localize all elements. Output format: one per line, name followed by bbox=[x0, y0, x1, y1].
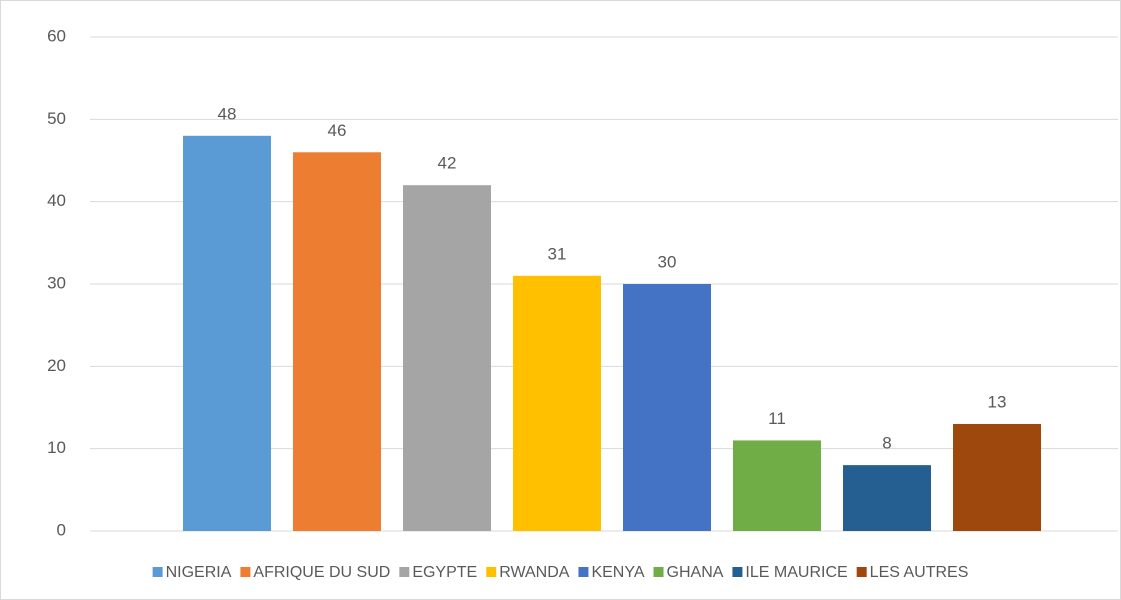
legend: NIGERIA AFRIQUE DU SUD EGYPTE RWANDA KENYA GH… bbox=[152, 564, 969, 581]
legend-swatch bbox=[732, 567, 743, 577]
bar bbox=[293, 152, 381, 531]
bar bbox=[953, 423, 1041, 531]
legend-label: NIGERIA bbox=[166, 564, 232, 581]
bar bbox=[843, 465, 931, 531]
data-label: 48 bbox=[218, 104, 237, 123]
legend-label: RWANDA bbox=[499, 564, 570, 581]
legend-label: ILE MAURICE bbox=[745, 564, 847, 581]
y-tick-label: 20 bbox=[47, 356, 66, 375]
legend-swatch bbox=[399, 567, 410, 577]
legend-label: EGYPTE bbox=[412, 564, 477, 581]
y-tick-label: 50 bbox=[47, 109, 66, 128]
data-label: 8 bbox=[882, 434, 891, 453]
data-label: 31 bbox=[548, 244, 567, 263]
legend-swatch bbox=[240, 567, 251, 577]
legend-label: GHANA bbox=[667, 564, 724, 581]
data-label: 13 bbox=[988, 392, 1007, 411]
bar bbox=[623, 284, 711, 531]
legend-label: LES AUTRES bbox=[870, 564, 969, 581]
legend-swatch bbox=[578, 567, 589, 577]
y-tick-label: 60 bbox=[47, 26, 66, 45]
legend-label: KENYA bbox=[591, 564, 644, 581]
data-label: 11 bbox=[768, 409, 786, 428]
data-label: 46 bbox=[328, 121, 347, 140]
y-tick-label: 0 bbox=[57, 520, 66, 539]
bar bbox=[513, 275, 601, 531]
bar bbox=[733, 440, 821, 531]
legend-swatch bbox=[653, 567, 664, 577]
bar bbox=[403, 185, 491, 531]
legend-label: AFRIQUE DU SUD bbox=[253, 564, 390, 581]
data-label: 30 bbox=[658, 252, 677, 271]
legend-swatch bbox=[486, 567, 497, 577]
y-tick-label: 40 bbox=[47, 191, 66, 210]
legend-swatch bbox=[152, 567, 163, 577]
legend-swatch bbox=[856, 567, 867, 577]
y-tick-label: 10 bbox=[47, 438, 66, 457]
y-tick-label: 30 bbox=[47, 273, 66, 292]
bar bbox=[183, 135, 271, 532]
data-label: 42 bbox=[438, 154, 457, 173]
